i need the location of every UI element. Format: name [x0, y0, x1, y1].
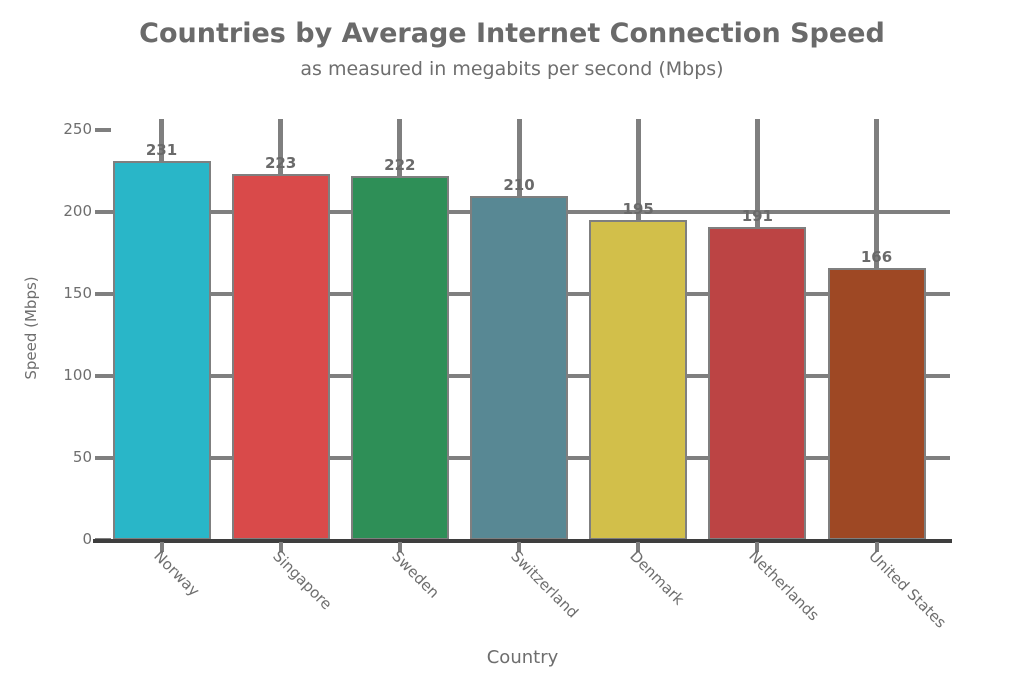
- x-tick-label: Singapore: [268, 547, 336, 614]
- x-tick-label: Norway: [149, 547, 203, 600]
- x-tick-label: Switzerland: [507, 547, 582, 622]
- y-tick-label: 100: [63, 366, 92, 384]
- y-tick-mark: [95, 128, 111, 132]
- y-tick-label: 250: [63, 120, 92, 138]
- bar-denmark: [589, 220, 688, 540]
- y-tick-label: 200: [63, 202, 92, 220]
- x-tick-label: Netherlands: [745, 547, 823, 625]
- bar-value-label: 231: [145, 141, 178, 160]
- bar-value-label: 210: [503, 175, 535, 194]
- x-tick-mark: [755, 542, 760, 552]
- y-tick-label: 150: [63, 284, 92, 302]
- bar-value-label: 166: [860, 247, 893, 266]
- x-tick-mark: [159, 542, 164, 552]
- bar-singapore: [231, 174, 330, 540]
- y-tick-mark: [95, 292, 111, 296]
- chart-title: Countries by Average Internet Connection…: [139, 18, 885, 49]
- x-axis-line: [93, 539, 952, 543]
- x-tick-label: Sweden: [388, 547, 443, 602]
- y-tick-label: 50: [72, 448, 92, 466]
- bar-united-states: [827, 267, 926, 540]
- bar-sweden: [350, 175, 449, 540]
- y-tick-mark: [95, 456, 111, 460]
- bar-switzerland: [470, 195, 568, 540]
- x-axis-label: Country: [486, 647, 559, 668]
- x-tick-label: Denmark: [626, 547, 688, 609]
- x-tick-mark: [517, 542, 521, 552]
- y-tick-mark: [95, 210, 111, 214]
- x-tick-mark: [874, 542, 879, 552]
- x-tick-mark: [636, 542, 641, 552]
- chart-subtitle: as measured in megabits per second (Mbps…: [300, 58, 724, 80]
- y-tick-label: 0: [82, 530, 92, 548]
- bar-value-label: 191: [741, 206, 773, 225]
- bar-value-label: 195: [622, 200, 654, 219]
- bar-value-label: 223: [265, 154, 297, 173]
- bar-norway: [112, 161, 211, 540]
- bar-netherlands: [708, 226, 807, 540]
- x-tick-label: United States: [864, 547, 950, 632]
- x-tick-mark: [278, 542, 283, 552]
- x-tick-mark: [397, 542, 402, 552]
- bar-value-label: 222: [384, 155, 416, 174]
- y-tick-mark: [95, 374, 111, 378]
